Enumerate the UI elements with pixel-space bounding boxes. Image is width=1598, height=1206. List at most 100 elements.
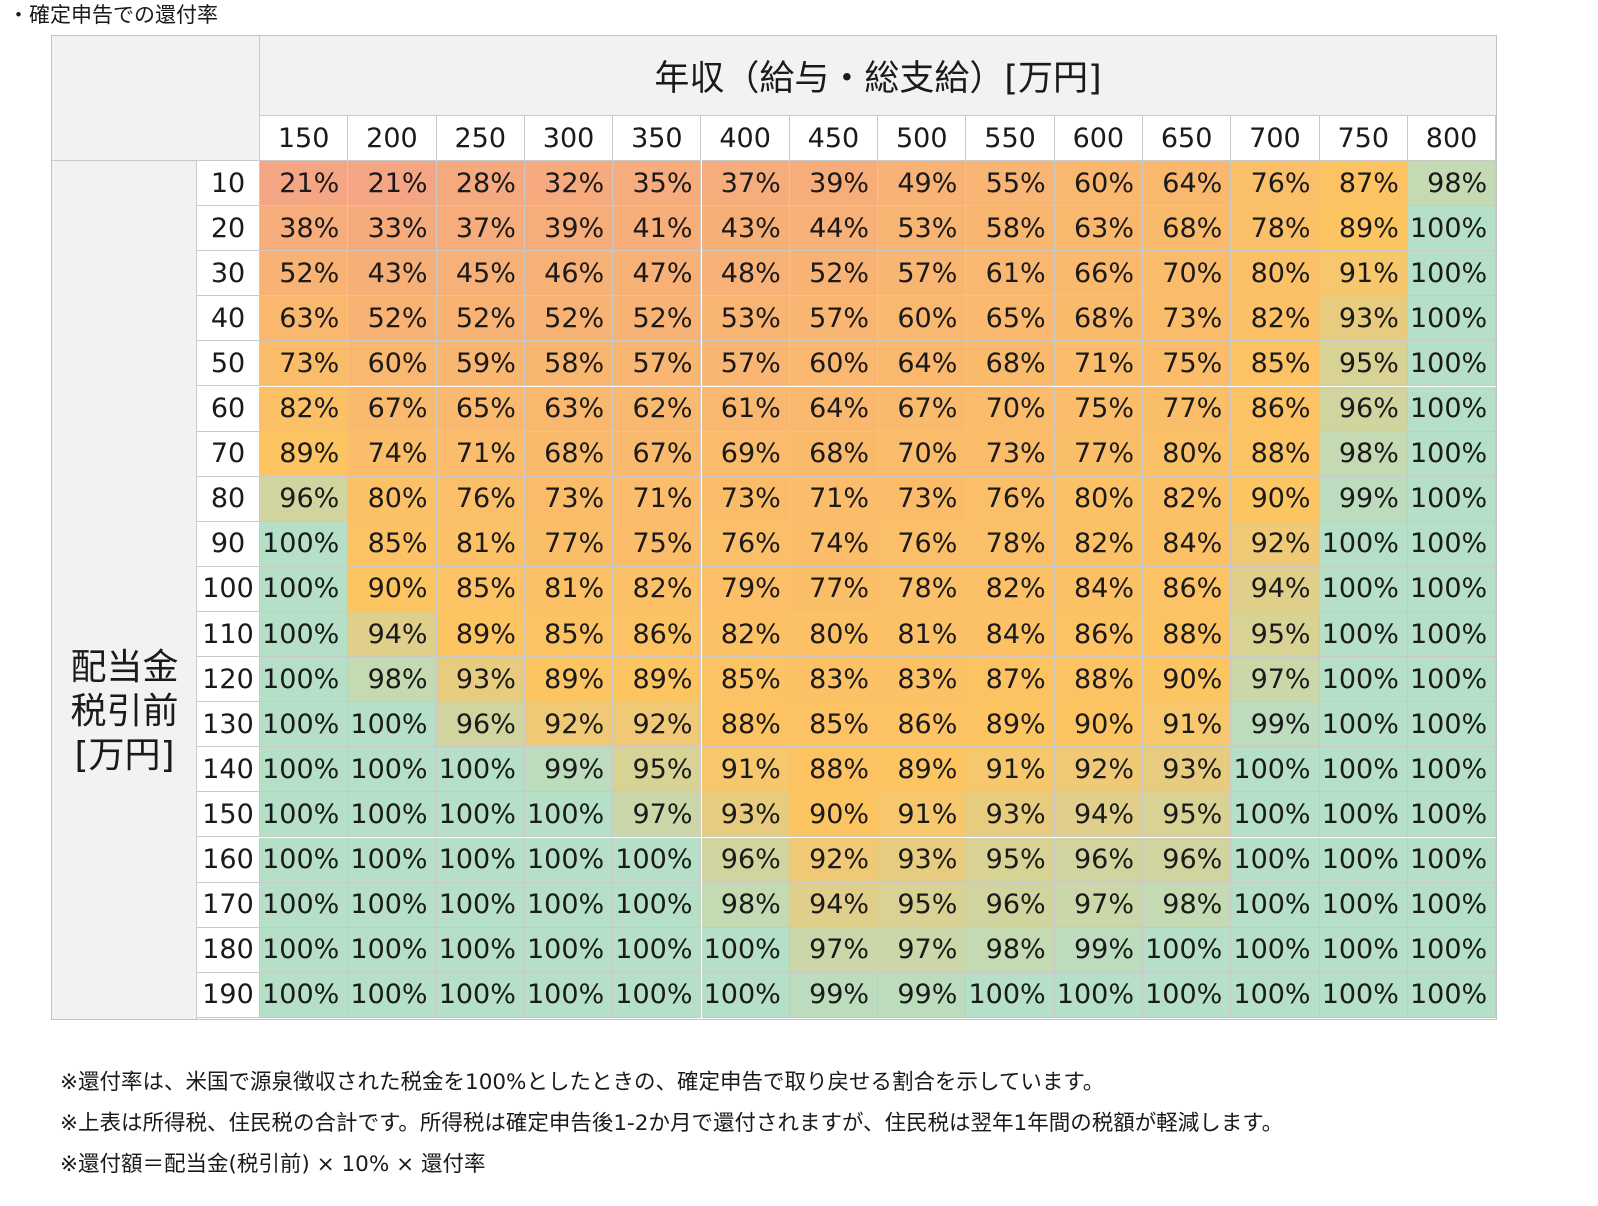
heatmap-cell: 43% bbox=[348, 251, 437, 297]
heatmap-cell: 90% bbox=[1054, 702, 1143, 748]
heatmap-cell: 74% bbox=[348, 431, 437, 477]
row-header: 10 bbox=[197, 161, 260, 207]
heatmap-cell: 91% bbox=[701, 747, 790, 793]
heatmap-cell: 52% bbox=[260, 251, 349, 297]
heatmap-cell: 94% bbox=[789, 882, 879, 928]
heatmap-cell: 88% bbox=[1143, 612, 1232, 658]
heatmap-cell: 60% bbox=[789, 341, 879, 387]
heatmap-cell: 82% bbox=[613, 566, 702, 612]
heatmap-cell: 96% bbox=[701, 837, 790, 883]
heatmap-cell: 80% bbox=[1231, 251, 1320, 297]
heatmap-cell: 99% bbox=[1319, 476, 1408, 522]
heatmap-cell: 96% bbox=[1143, 837, 1232, 883]
heatmap-cell: 84% bbox=[1143, 521, 1232, 567]
heatmap-cell: 98% bbox=[1143, 882, 1232, 928]
column-header: 400 bbox=[701, 116, 790, 161]
heatmap-cell: 47% bbox=[613, 251, 702, 297]
heatmap-cell: 93% bbox=[966, 792, 1055, 838]
heatmap-cell: 100% bbox=[1319, 837, 1408, 883]
heatmap-cell: 95% bbox=[613, 747, 702, 793]
heatmap-cell: 88% bbox=[1231, 431, 1320, 477]
heatmap-cell: 52% bbox=[348, 296, 437, 342]
heatmap-cell: 100% bbox=[524, 792, 614, 838]
row-axis-title: 配当金 税引前 [万円] bbox=[52, 646, 197, 778]
heatmap-cell: 100% bbox=[348, 702, 437, 748]
heatmap-cell: 100% bbox=[1407, 566, 1497, 612]
heatmap-cell: 21% bbox=[260, 161, 349, 207]
heatmap-cell: 100% bbox=[1407, 882, 1497, 928]
heatmap-cell: 66% bbox=[1054, 251, 1143, 297]
row-header: 60 bbox=[197, 386, 260, 432]
row-header: 180 bbox=[197, 927, 260, 973]
heatmap-cell: 78% bbox=[1231, 206, 1320, 252]
heatmap-cell: 100% bbox=[1319, 521, 1408, 567]
heatmap-cell: 100% bbox=[1319, 612, 1408, 658]
heatmap-cell: 100% bbox=[613, 837, 702, 883]
heatmap-cell: 98% bbox=[701, 882, 790, 928]
heatmap-cell: 89% bbox=[260, 431, 349, 477]
heatmap-cell: 75% bbox=[1143, 341, 1232, 387]
heatmap-cell: 100% bbox=[1231, 882, 1320, 928]
heatmap-cell: 90% bbox=[789, 792, 879, 838]
heatmap-cell: 100% bbox=[1319, 792, 1408, 838]
heatmap-cell: 91% bbox=[1319, 251, 1408, 297]
heatmap-cell: 60% bbox=[348, 341, 437, 387]
heatmap-cell: 81% bbox=[878, 612, 967, 658]
row-header: 150 bbox=[197, 792, 260, 838]
heatmap-cell: 100% bbox=[436, 927, 525, 973]
heatmap-cell: 100% bbox=[260, 747, 349, 793]
heatmap-cell: 100% bbox=[348, 927, 437, 973]
heatmap-cell: 100% bbox=[1407, 431, 1497, 477]
heatmap-cell: 95% bbox=[1231, 612, 1320, 658]
heatmap-cell: 85% bbox=[524, 612, 614, 658]
heatmap-cell: 100% bbox=[1319, 972, 1408, 1018]
heatmap-cell: 28% bbox=[436, 161, 525, 207]
heatmap-cell: 99% bbox=[1231, 702, 1320, 748]
heatmap-cell: 100% bbox=[1407, 747, 1497, 793]
heatmap-cell: 69% bbox=[701, 431, 790, 477]
row-header: 130 bbox=[197, 702, 260, 748]
heatmap-cell: 71% bbox=[1054, 341, 1143, 387]
column-header: 550 bbox=[966, 116, 1055, 161]
heatmap-cell: 35% bbox=[613, 161, 702, 207]
heatmap-cell: 100% bbox=[260, 792, 349, 838]
heatmap-cell: 65% bbox=[436, 386, 525, 432]
heatmap-cell: 53% bbox=[701, 296, 790, 342]
heatmap-cell: 90% bbox=[1143, 657, 1232, 703]
heatmap-cell: 100% bbox=[260, 882, 349, 928]
heatmap-cell: 48% bbox=[701, 251, 790, 297]
heatmap-cell: 37% bbox=[436, 206, 525, 252]
heatmap-cell: 63% bbox=[260, 296, 349, 342]
heatmap-cell: 57% bbox=[613, 341, 702, 387]
heatmap-cell: 92% bbox=[613, 702, 702, 748]
column-header: 450 bbox=[789, 116, 879, 161]
heatmap-cell: 89% bbox=[524, 657, 614, 703]
heatmap-cell: 52% bbox=[613, 296, 702, 342]
row-header: 50 bbox=[197, 341, 260, 387]
heatmap-cell: 68% bbox=[966, 341, 1055, 387]
heatmap-cell: 71% bbox=[436, 431, 525, 477]
heatmap-cell: 77% bbox=[789, 566, 879, 612]
heatmap-cell: 76% bbox=[878, 521, 967, 567]
heatmap-cell: 43% bbox=[701, 206, 790, 252]
heatmap-cell: 85% bbox=[701, 657, 790, 703]
column-header: 200 bbox=[348, 116, 437, 161]
heatmap-cell: 100% bbox=[524, 882, 614, 928]
heatmap-cell: 59% bbox=[436, 341, 525, 387]
heatmap-cell: 100% bbox=[1231, 972, 1320, 1018]
column-header: 750 bbox=[1319, 116, 1408, 161]
heatmap-cell: 80% bbox=[1054, 476, 1143, 522]
heatmap-cell: 73% bbox=[701, 476, 790, 522]
heatmap-cell: 99% bbox=[524, 747, 614, 793]
heatmap-cell: 85% bbox=[436, 566, 525, 612]
column-header: 700 bbox=[1231, 116, 1320, 161]
row-axis-title-line-3: [万円] bbox=[74, 735, 175, 776]
heatmap-cell: 53% bbox=[878, 206, 967, 252]
heatmap-cell: 37% bbox=[701, 161, 790, 207]
heatmap-cell: 87% bbox=[966, 657, 1055, 703]
row-header: 160 bbox=[197, 837, 260, 883]
heatmap-cell: 92% bbox=[524, 702, 614, 748]
heatmap-cell: 73% bbox=[524, 476, 614, 522]
heatmap-cell: 100% bbox=[1231, 792, 1320, 838]
heatmap-cell: 81% bbox=[436, 521, 525, 567]
